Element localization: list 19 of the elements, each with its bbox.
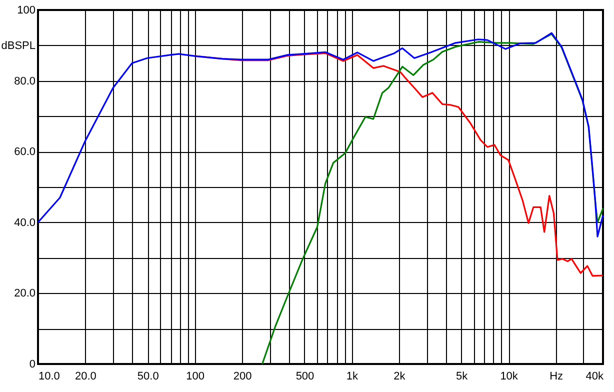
x-tick-label: 5k <box>456 370 468 382</box>
x-tick-label: 200 <box>233 370 252 382</box>
y-tick-label: 0 <box>29 358 36 370</box>
x-tick-label: 10.0 <box>38 370 60 382</box>
y-tick-label: dBSPL <box>1 40 36 52</box>
x-tick-label: 10k <box>500 370 518 382</box>
x-tick-label: 100 <box>186 370 205 382</box>
y-tick-label: 60.0 <box>14 146 36 158</box>
y-tick-label: 20.0 <box>14 288 36 300</box>
x-tick-label: 20.0 <box>75 370 96 382</box>
y-tick-label: 100 <box>17 4 36 16</box>
x-tick-label: 50.0 <box>137 370 159 382</box>
x-tick-label: 1k <box>346 370 359 382</box>
x-tick-label: 2k <box>394 370 406 382</box>
y-tick-label: 80.0 <box>14 75 36 88</box>
y-tick-label: 40.0 <box>14 216 36 229</box>
x-tick-label: 500 <box>296 370 314 382</box>
x-tick-label: 40k <box>586 370 604 382</box>
x-tick-label: Hz <box>550 370 564 382</box>
